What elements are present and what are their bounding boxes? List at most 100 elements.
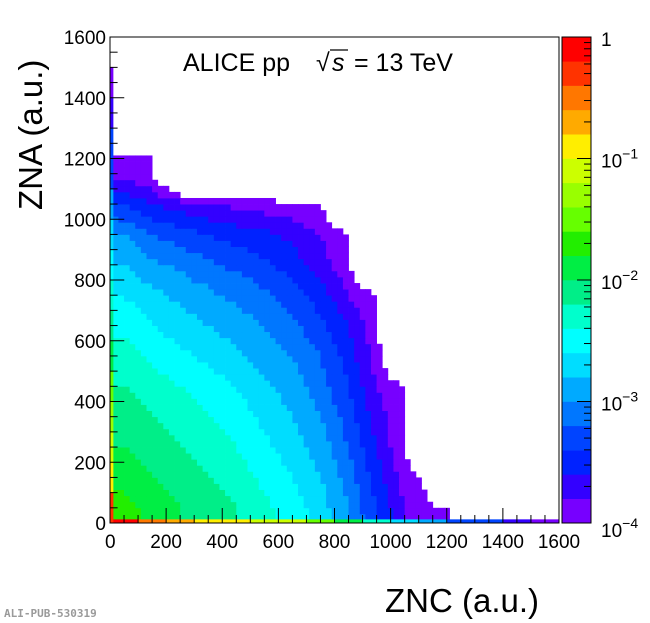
heatmap-cell — [337, 349, 344, 357]
heatmap-cell — [168, 434, 175, 442]
heatmap-cell — [236, 319, 243, 326]
heatmap-cell — [298, 513, 305, 521]
heatmap-cell — [146, 228, 153, 235]
heatmap-cell — [354, 368, 361, 375]
heatmap-cell — [185, 295, 192, 302]
colorbar-label: 10−4 — [601, 515, 638, 542]
heatmap-cell — [225, 331, 232, 339]
heatmap-cell — [208, 489, 215, 497]
heatmap-cell — [225, 240, 232, 247]
heatmap-cell — [337, 331, 344, 339]
heatmap-cell — [253, 404, 260, 412]
heatmap-cell — [112, 325, 119, 333]
heatmap-cell — [168, 313, 175, 320]
heatmap-cell — [213, 374, 220, 381]
heatmap-cell — [275, 386, 282, 393]
heatmap-cell — [135, 264, 142, 272]
heatmap-cell — [258, 489, 265, 497]
heatmap-cell — [359, 440, 366, 448]
heatmap-cell — [298, 471, 305, 478]
heatmap-cell — [331, 368, 338, 375]
heatmap-cell — [230, 495, 237, 503]
heatmap-cell — [326, 477, 333, 484]
heatmap-cell — [163, 276, 170, 284]
heatmap-cell — [140, 331, 147, 339]
heatmap-cell — [370, 319, 377, 326]
heatmap-cell — [258, 471, 265, 478]
heatmap-cell — [269, 325, 276, 333]
heatmap-cell — [196, 434, 203, 442]
heatmap-cell — [348, 337, 355, 345]
heatmap-cell — [140, 495, 147, 503]
heatmap-cell — [118, 313, 125, 320]
heatmap-cell — [258, 313, 265, 320]
heatmap-cell — [241, 434, 248, 442]
heatmap-cell — [241, 374, 248, 381]
heatmap-cell — [342, 276, 349, 284]
heatmap-cell — [292, 362, 299, 369]
heatmap-cell — [174, 404, 181, 412]
heatmap-cell — [241, 459, 248, 466]
heatmap-cell — [213, 477, 220, 484]
heatmap-cell — [376, 507, 383, 515]
heatmap-cell — [326, 246, 333, 254]
heatmap-cell — [309, 337, 316, 345]
heatmap-cell — [146, 477, 153, 484]
heatmap-cell — [230, 246, 237, 254]
heatmap-cell — [303, 301, 310, 308]
heatmap-cell — [135, 191, 142, 199]
heatmap-cell — [208, 465, 215, 472]
heatmap-cell — [230, 465, 237, 472]
heatmap-cell — [157, 428, 164, 436]
heatmap-cell — [118, 483, 125, 490]
heatmap-cell — [298, 204, 305, 211]
heatmap-cell — [135, 386, 142, 393]
heatmap-cell — [112, 349, 119, 357]
heatmap-cell — [129, 355, 136, 363]
heatmap-cell — [337, 355, 344, 363]
heatmap-cell — [269, 447, 276, 454]
heatmap-cell — [174, 337, 181, 345]
heatmap-cell — [253, 434, 260, 442]
heatmap-cell — [281, 513, 288, 521]
heatmap-cell — [393, 459, 400, 466]
heatmap-cell — [168, 380, 175, 387]
heatmap-cell — [331, 404, 338, 412]
heatmap-cell — [286, 392, 293, 399]
heatmap-cell — [320, 228, 327, 235]
y-tick-label: 800 — [74, 271, 106, 292]
heatmap-cell — [219, 392, 226, 399]
heatmap-cell — [264, 349, 271, 357]
heatmap-cell — [314, 501, 321, 509]
heatmap-cell — [196, 343, 203, 351]
heatmap-cell — [331, 447, 338, 454]
heatmap-cell — [309, 216, 316, 223]
heatmap-cell — [292, 489, 299, 497]
heatmap-cell — [202, 313, 209, 320]
heatmap-cell — [219, 246, 226, 254]
heatmap-cell — [376, 489, 383, 497]
heatmap-cell — [225, 440, 232, 448]
heatmap-cell — [337, 434, 344, 442]
heatmap-cell — [174, 204, 181, 211]
heatmap-cell — [191, 240, 198, 247]
heatmap-cell — [342, 404, 349, 412]
heatmap-cell — [118, 185, 125, 193]
heatmap-cell — [140, 216, 147, 223]
heatmap-cell — [292, 495, 299, 503]
heatmap-cell — [157, 489, 164, 497]
heatmap-cell — [230, 434, 237, 442]
heatmap-cell — [129, 440, 136, 448]
heatmap-cell — [174, 270, 181, 278]
heatmap-cell — [168, 355, 175, 363]
heatmap-cell — [140, 440, 147, 448]
heatmap-cell — [269, 513, 276, 521]
heatmap-cell — [286, 380, 293, 387]
heatmap-cell — [387, 434, 394, 442]
heatmap-cell — [247, 234, 254, 241]
heatmap-cell — [118, 410, 125, 418]
heatmap-cell — [303, 362, 310, 369]
heatmap-cell — [393, 398, 400, 405]
heatmap-cell — [376, 447, 383, 454]
heatmap-cell — [281, 410, 288, 418]
